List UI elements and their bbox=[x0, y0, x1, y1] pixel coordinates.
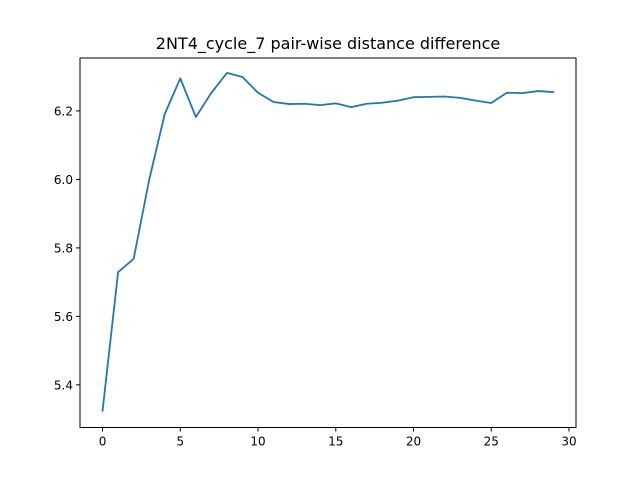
y-tick-label: 5.4 bbox=[54, 378, 73, 392]
x-axis: 0 5 10 15 20 25 30 bbox=[99, 427, 577, 449]
axes-frame bbox=[79, 57, 577, 428]
x-tick-label: 15 bbox=[328, 435, 343, 449]
x-tick-label: 5 bbox=[176, 435, 184, 449]
series-line bbox=[101, 72, 555, 412]
y-tick-label: 5.6 bbox=[54, 310, 73, 324]
x-tick-label: 25 bbox=[484, 435, 499, 449]
x-tick-label: 20 bbox=[406, 435, 421, 449]
plot-area bbox=[101, 72, 555, 412]
x-tick-label: 10 bbox=[250, 435, 265, 449]
chart-title: 2NT4_cycle_7 pair-wise distance differen… bbox=[156, 34, 500, 54]
y-tick-label: 6.2 bbox=[54, 104, 73, 118]
y-axis: 5.4 5.6 5.8 6.0 6.2 bbox=[54, 104, 80, 392]
y-tick-label: 5.8 bbox=[54, 241, 73, 255]
y-tick-label: 6.0 bbox=[54, 173, 73, 187]
x-tick-label: 0 bbox=[99, 435, 107, 449]
x-tick-label: 30 bbox=[561, 435, 576, 449]
